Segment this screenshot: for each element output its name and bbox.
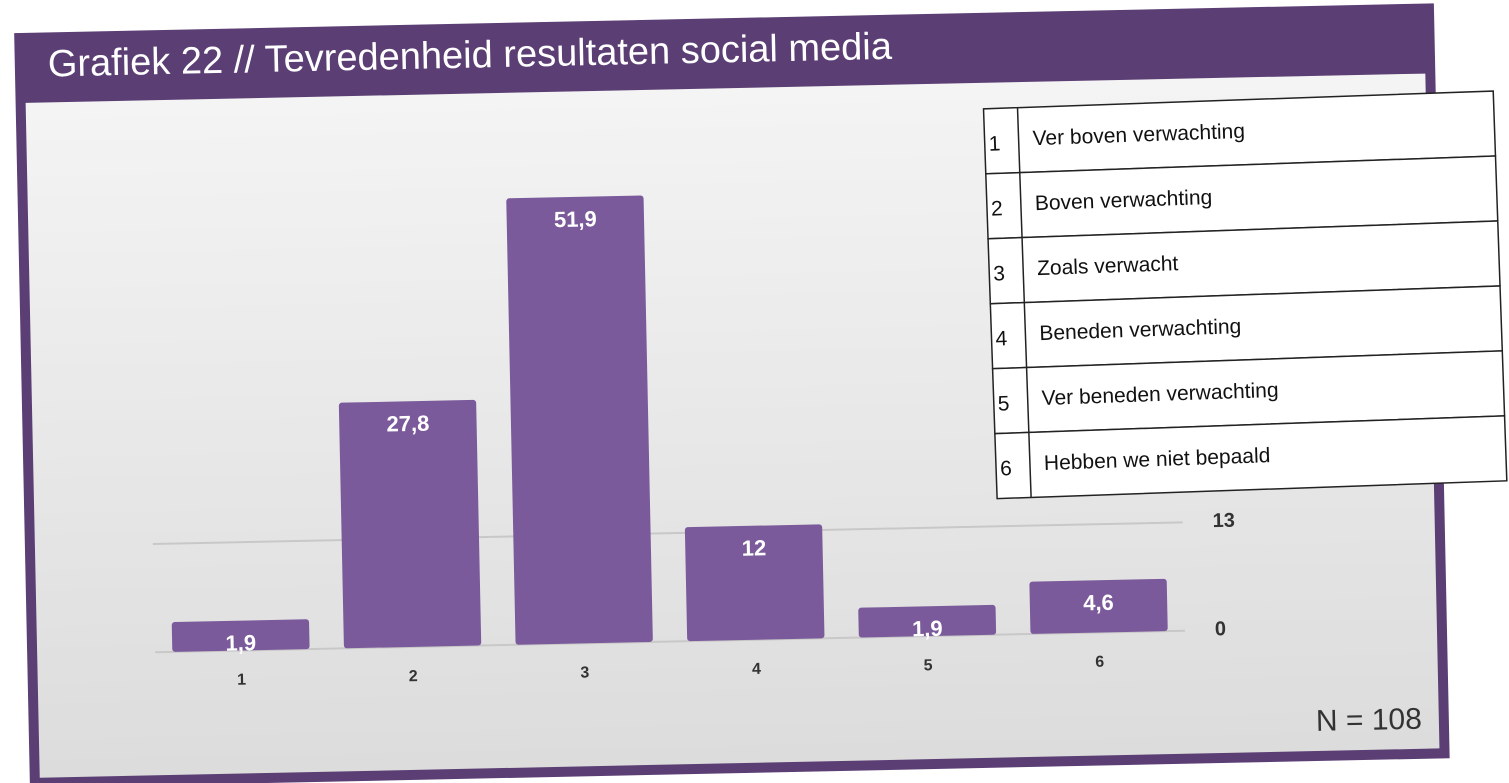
- x-tick-label: 3: [580, 664, 589, 681]
- x-tick-label: 1: [237, 672, 246, 689]
- legend-key: 2: [991, 197, 1003, 220]
- legend-divider: [1016, 107, 1021, 173]
- y-tick-label: 0: [1215, 618, 1227, 640]
- value-label: 12: [741, 535, 766, 561]
- bar: [171, 619, 310, 652]
- annotation: N = 108: [1316, 703, 1423, 738]
- grid-line: [155, 629, 1185, 654]
- legend-divider: [1019, 172, 1023, 238]
- legend-divider: [1028, 432, 1032, 498]
- x-tick-label: 2: [409, 668, 418, 685]
- bar: [858, 604, 997, 638]
- legend-key: 1: [988, 132, 1000, 155]
- legend-key: 3: [993, 262, 1005, 285]
- legend-row: [994, 415, 1508, 500]
- legend-divider: [1025, 367, 1030, 433]
- legend-divider: [1023, 302, 1028, 368]
- x-tick-label: 4: [752, 661, 761, 678]
- bar: [338, 399, 482, 649]
- x-tick-label: 6: [1095, 654, 1104, 671]
- value-label: 1,9: [912, 616, 943, 642]
- value-label: 4,6: [1083, 590, 1114, 616]
- x-tick-label: 5: [923, 657, 932, 674]
- bar: [506, 195, 653, 645]
- legend-key: 5: [997, 392, 1009, 415]
- bar: [684, 524, 825, 642]
- value-label: 51,9: [554, 206, 597, 232]
- y-tick-label: 13: [1212, 510, 1235, 532]
- value-label: 27,8: [386, 411, 429, 437]
- legend-key: 4: [995, 327, 1008, 350]
- grid-line: [152, 521, 1183, 545]
- legend-key: 6: [1000, 457, 1012, 480]
- value-label: 1,9: [225, 630, 256, 656]
- legend-label: Zoals verwacht: [1037, 252, 1179, 280]
- bar: [1029, 578, 1168, 634]
- legend-divider: [1021, 237, 1026, 303]
